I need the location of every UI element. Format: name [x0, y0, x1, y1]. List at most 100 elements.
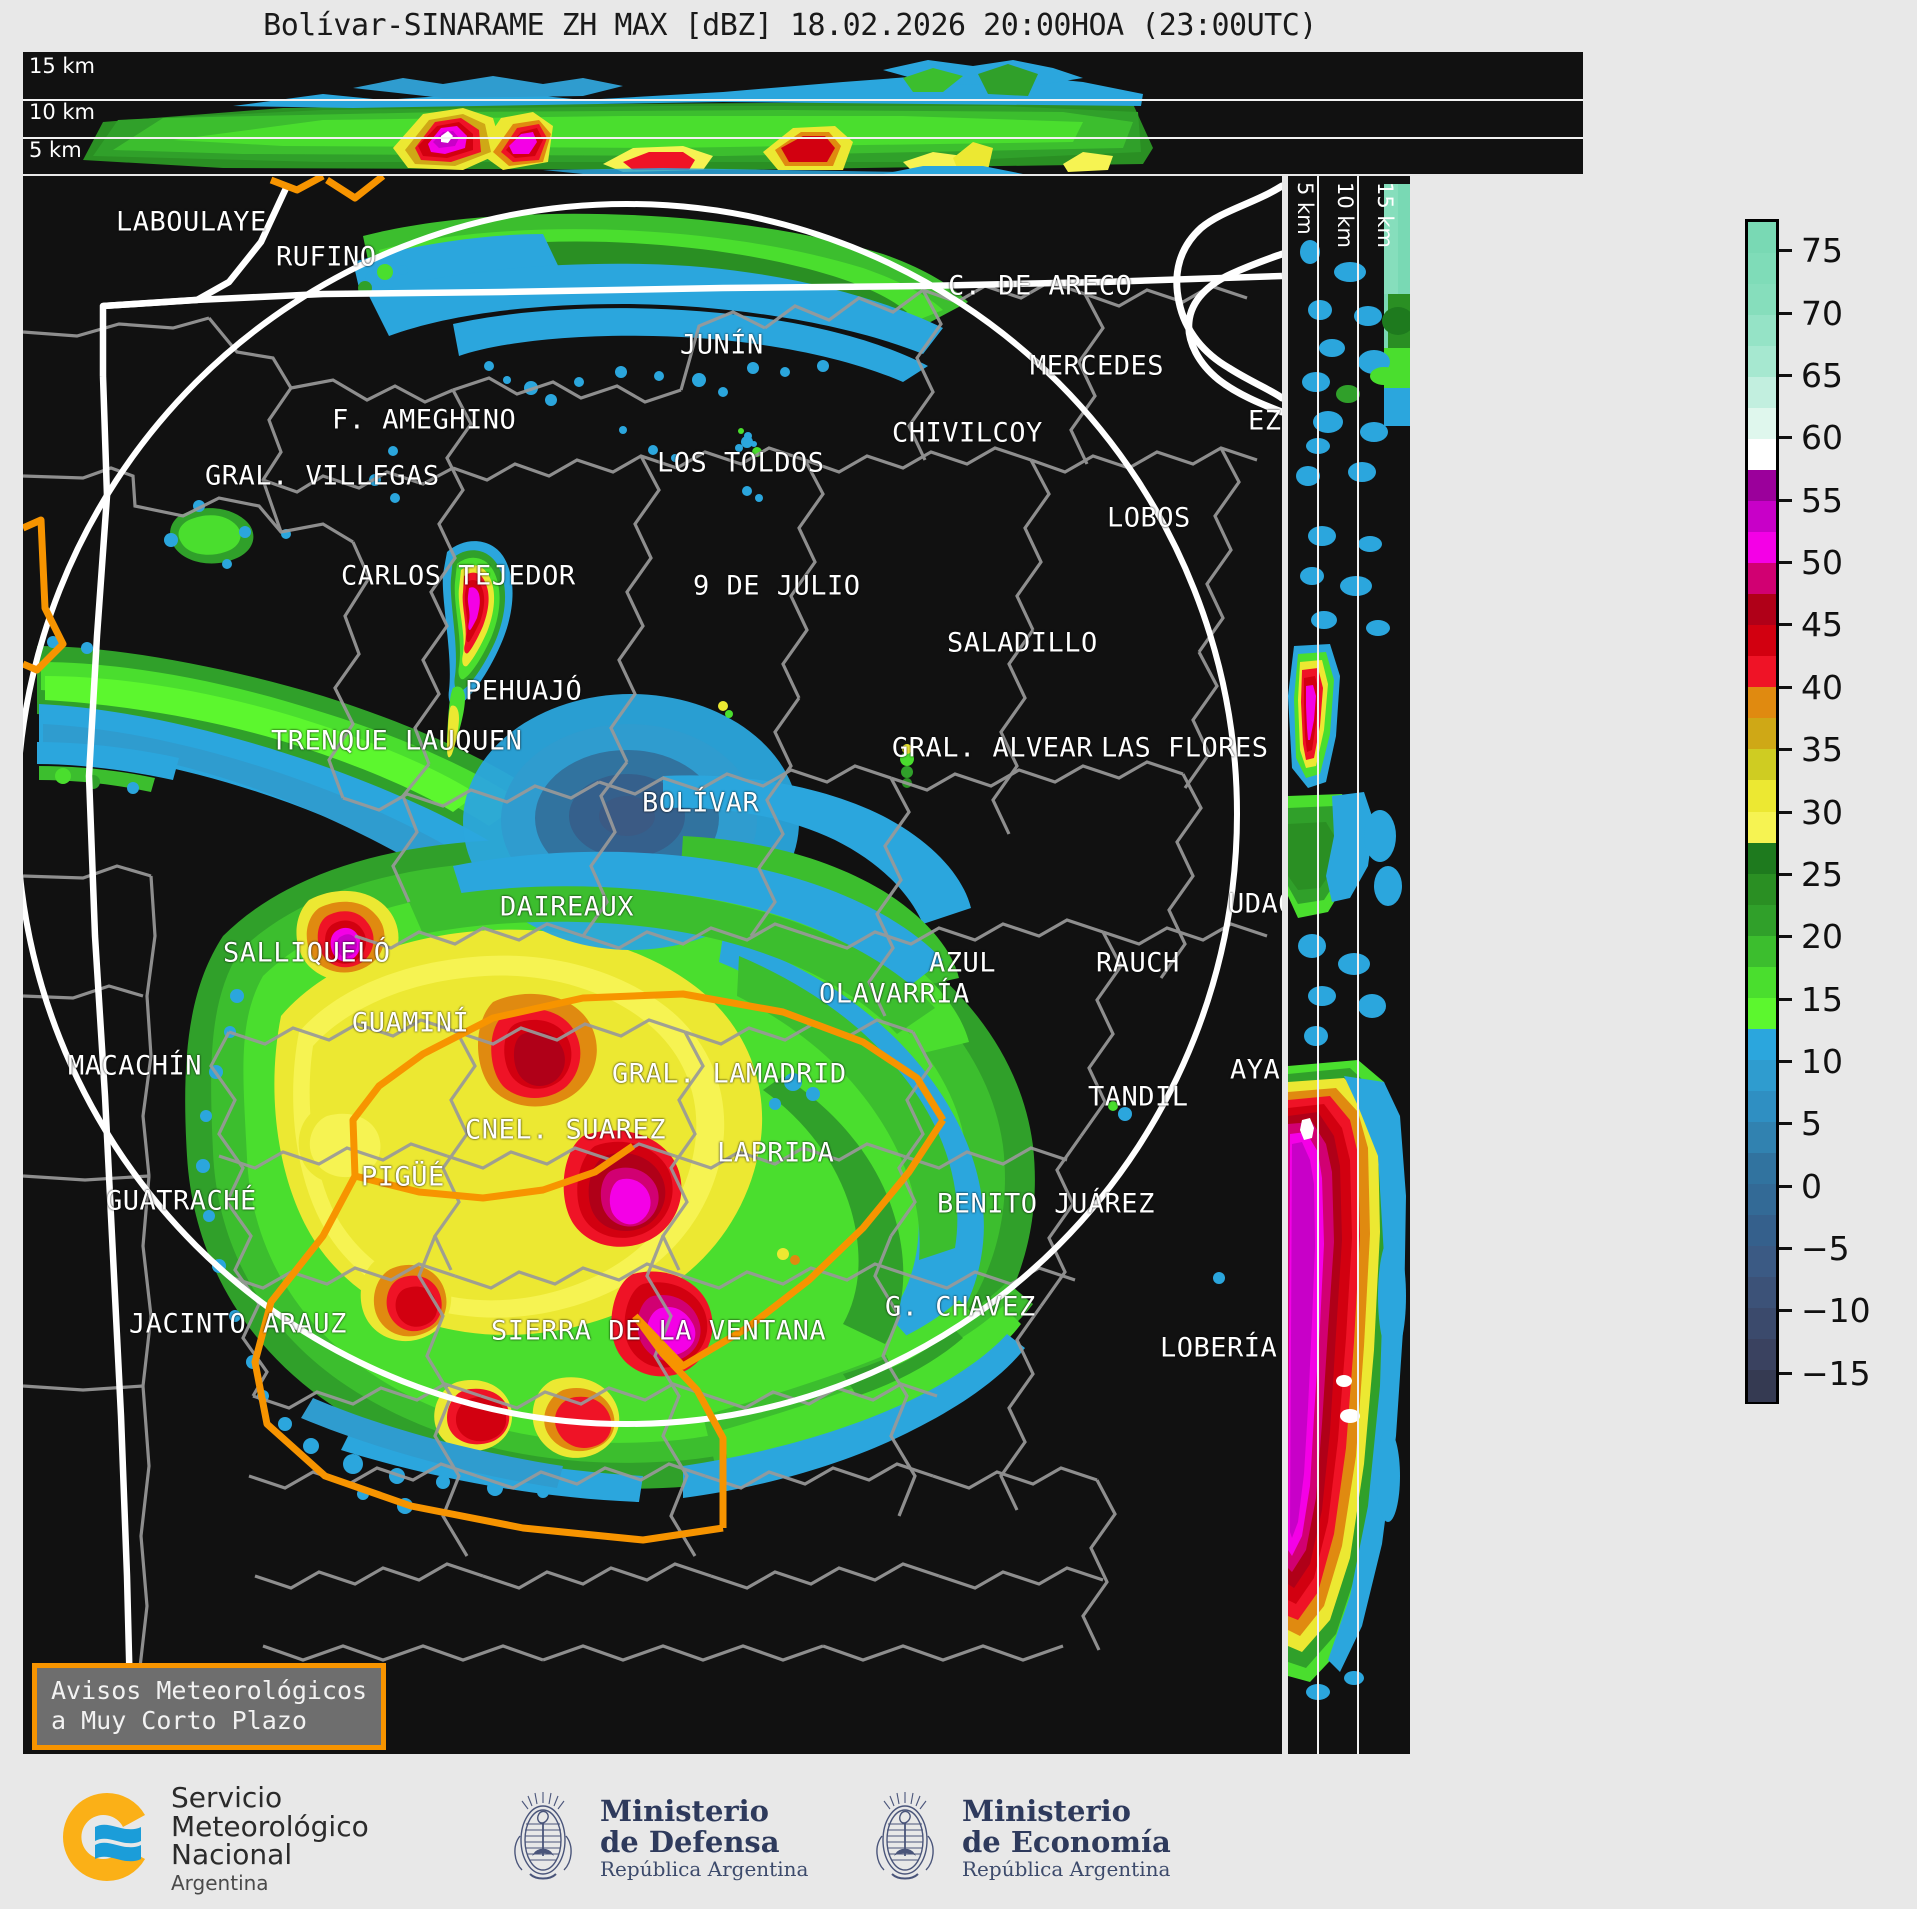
colorbar-tick-mark: [1779, 748, 1792, 752]
colorbar-tick-labels: 75 70 65 60 55 50 45 40 35 30 25 20 15 10 5 0 −5 −10 −15: [1779, 219, 1909, 1404]
city-label: SALLIQUELÓ: [223, 937, 391, 969]
vertical-cross-section-right-panel: 5 km 10 km 15 km: [1288, 176, 1410, 1754]
colorbar-tick-label: −10: [1801, 1291, 1871, 1331]
colorbar-swatch: [1748, 315, 1776, 348]
colorbar-swatch: [1748, 997, 1776, 1031]
city-label: LOBERÍA: [1160, 1332, 1278, 1364]
city-marker: AZUL: [929, 950, 996, 977]
city-marker: MERCEDES: [1030, 353, 1164, 380]
xsec-right-echoes: [1288, 176, 1410, 1754]
colorbar-tick-label: 5: [1801, 1104, 1822, 1144]
defensa-wordmark: Ministerio de Defensa República Argentin…: [600, 1796, 808, 1880]
city-marker: TRENQUE LAUQUEN: [271, 728, 522, 755]
city-label: RAUCH: [1096, 947, 1180, 979]
city-label: LABOULAYE: [116, 206, 267, 238]
city-marker: EZEIZA: [1248, 408, 1282, 435]
city-label: CNEL. SUAREZ: [465, 1114, 667, 1146]
colorbar-swatch: [1748, 1307, 1776, 1341]
colorbar-swatch: [1748, 1059, 1776, 1093]
city-label: C. DE ARECO: [948, 270, 1133, 302]
city-marker: SIERRA DE LA VENTANA: [491, 1318, 826, 1345]
city-marker: AYACUCHO: [1230, 1057, 1282, 1084]
defensa-line1-b: de Defensa: [600, 1824, 780, 1859]
economia-wordmark: Ministerio de Economía República Argenti…: [962, 1796, 1171, 1880]
xsec-right-height-label-15km: 15 km: [1373, 182, 1397, 249]
colorbar-tick-mark: [1779, 1059, 1792, 1063]
colorbar-swatch: [1748, 811, 1776, 844]
colorbar-swatch: [1748, 718, 1776, 751]
city-marker: MACACHÍN: [68, 1053, 202, 1080]
colorbar-tick-label: 25: [1801, 854, 1843, 894]
colorbar-tick-label: 15: [1801, 979, 1843, 1019]
page-title: Bolívar-SINARAME ZH MAX [dBZ] 18.02.2026…: [263, 8, 1317, 43]
colorbar-tick-mark: [1779, 498, 1792, 502]
city-label: BOLÍVAR: [642, 787, 760, 819]
xsec-top-height-label-5km: 5 km: [29, 138, 82, 162]
colorbar-swatch: [1748, 687, 1776, 720]
colorbar-swatch: [1748, 966, 1776, 1000]
city-marker: JUNÍN: [680, 332, 764, 359]
radar-map-graphics: [23, 176, 1282, 1737]
city-label: LAPRIDA: [717, 1137, 835, 1169]
city-marker: LAS FLORES: [1101, 735, 1269, 762]
colorbar-tick-label: 0: [1801, 1166, 1822, 1206]
xsec-right-height-label-5km: 5 km: [1293, 182, 1317, 235]
colorbar-swatch: [1748, 873, 1776, 906]
colorbar-swatch: [1748, 749, 1776, 782]
colorbar-swatch: [1748, 1028, 1776, 1062]
city-label: MACACHÍN: [68, 1050, 203, 1082]
city-label: PIGÜÉ: [361, 1161, 445, 1193]
smn-icon-svg: [63, 1792, 145, 1881]
colorbar-tick-label: 10: [1801, 1041, 1843, 1081]
economia-line1-a: Ministerio: [962, 1794, 1132, 1829]
ministerio-economia-logo: Ministerio de Economía República Argenti…: [862, 1790, 1171, 1886]
colorbar-tick-label: 50: [1801, 543, 1843, 583]
colorbar-tick-mark: [1779, 436, 1792, 440]
colorbar-tick-label: 45: [1801, 605, 1843, 645]
city-label: F. AMEGHINO: [332, 404, 517, 436]
colorbar-tick-label: 40: [1801, 667, 1843, 707]
colorbar-swatch: [1748, 408, 1776, 441]
city-label: GRAL. VILLEGAS: [205, 460, 440, 492]
radar-ppi-map[interactable]: LABOULAYE RUFINO C. DE ARECO JUNÍN MERCEDES F…: [23, 176, 1282, 1754]
city-marker: LAPRIDA: [717, 1140, 834, 1167]
warning-legend-line1: Avisos Meteorológicos: [51, 1676, 368, 1705]
colorbar-tick-mark: [1779, 872, 1792, 876]
colorbar-swatch: [1748, 501, 1776, 534]
city-marker: JACINTO ARAUZ: [129, 1311, 347, 1338]
colorbar-gradient: [1745, 219, 1779, 1404]
colorbar-tick-mark: [1779, 997, 1792, 1001]
colorbar-swatch: [1748, 1245, 1776, 1279]
city-marker: RAUCH: [1096, 950, 1180, 977]
city-label: RUFINO: [276, 241, 377, 273]
colorbar-swatch: [1748, 1183, 1776, 1217]
city-label: GRAL. LAMADRID: [612, 1058, 847, 1090]
colorbar-tick-mark: [1779, 311, 1792, 315]
city-label: 9 DE JULIO: [693, 570, 861, 602]
colorbar-swatch: [1748, 780, 1776, 813]
colorbar-swatch: [1748, 284, 1776, 317]
colorbar-swatch: [1748, 346, 1776, 379]
colorbar-swatch: [1748, 594, 1776, 627]
city-label: OLAVARRÍA: [819, 978, 970, 1010]
colorbar-swatch: [1748, 470, 1776, 503]
city-marker: OLAVARRÍA: [819, 981, 970, 1008]
colorbar-tick-mark: [1779, 561, 1792, 565]
colorbar-tick-mark: [1779, 623, 1792, 627]
city-label: UDAQUIOLA: [1228, 888, 1282, 920]
city-marker: DAIREAUX: [500, 894, 634, 921]
city-label: CARLOS TEJEDOR: [341, 560, 576, 592]
city-label: LOBOS: [1107, 502, 1191, 534]
city-label: CHIVILCOY: [892, 417, 1043, 449]
city-label: EZEIZA: [1248, 405, 1282, 437]
colorbar-tick-label: 30: [1801, 792, 1843, 832]
city-label: GRAL. ALVEAR: [892, 732, 1094, 764]
colorbar-tick-mark: [1779, 1122, 1792, 1126]
warning-legend-box: Avisos Meteorológicos a Muy Corto Plazo: [32, 1663, 387, 1750]
colorbar-swatch: [1748, 1338, 1776, 1372]
city-label: DAIREAUX: [500, 891, 635, 923]
colorbar-tick-mark: [1779, 1184, 1792, 1188]
colorbar-tick-label: −5: [1801, 1229, 1850, 1269]
city-label: GUATRACHÉ: [106, 1185, 257, 1217]
city-label: PEHUAJÓ: [465, 675, 583, 707]
